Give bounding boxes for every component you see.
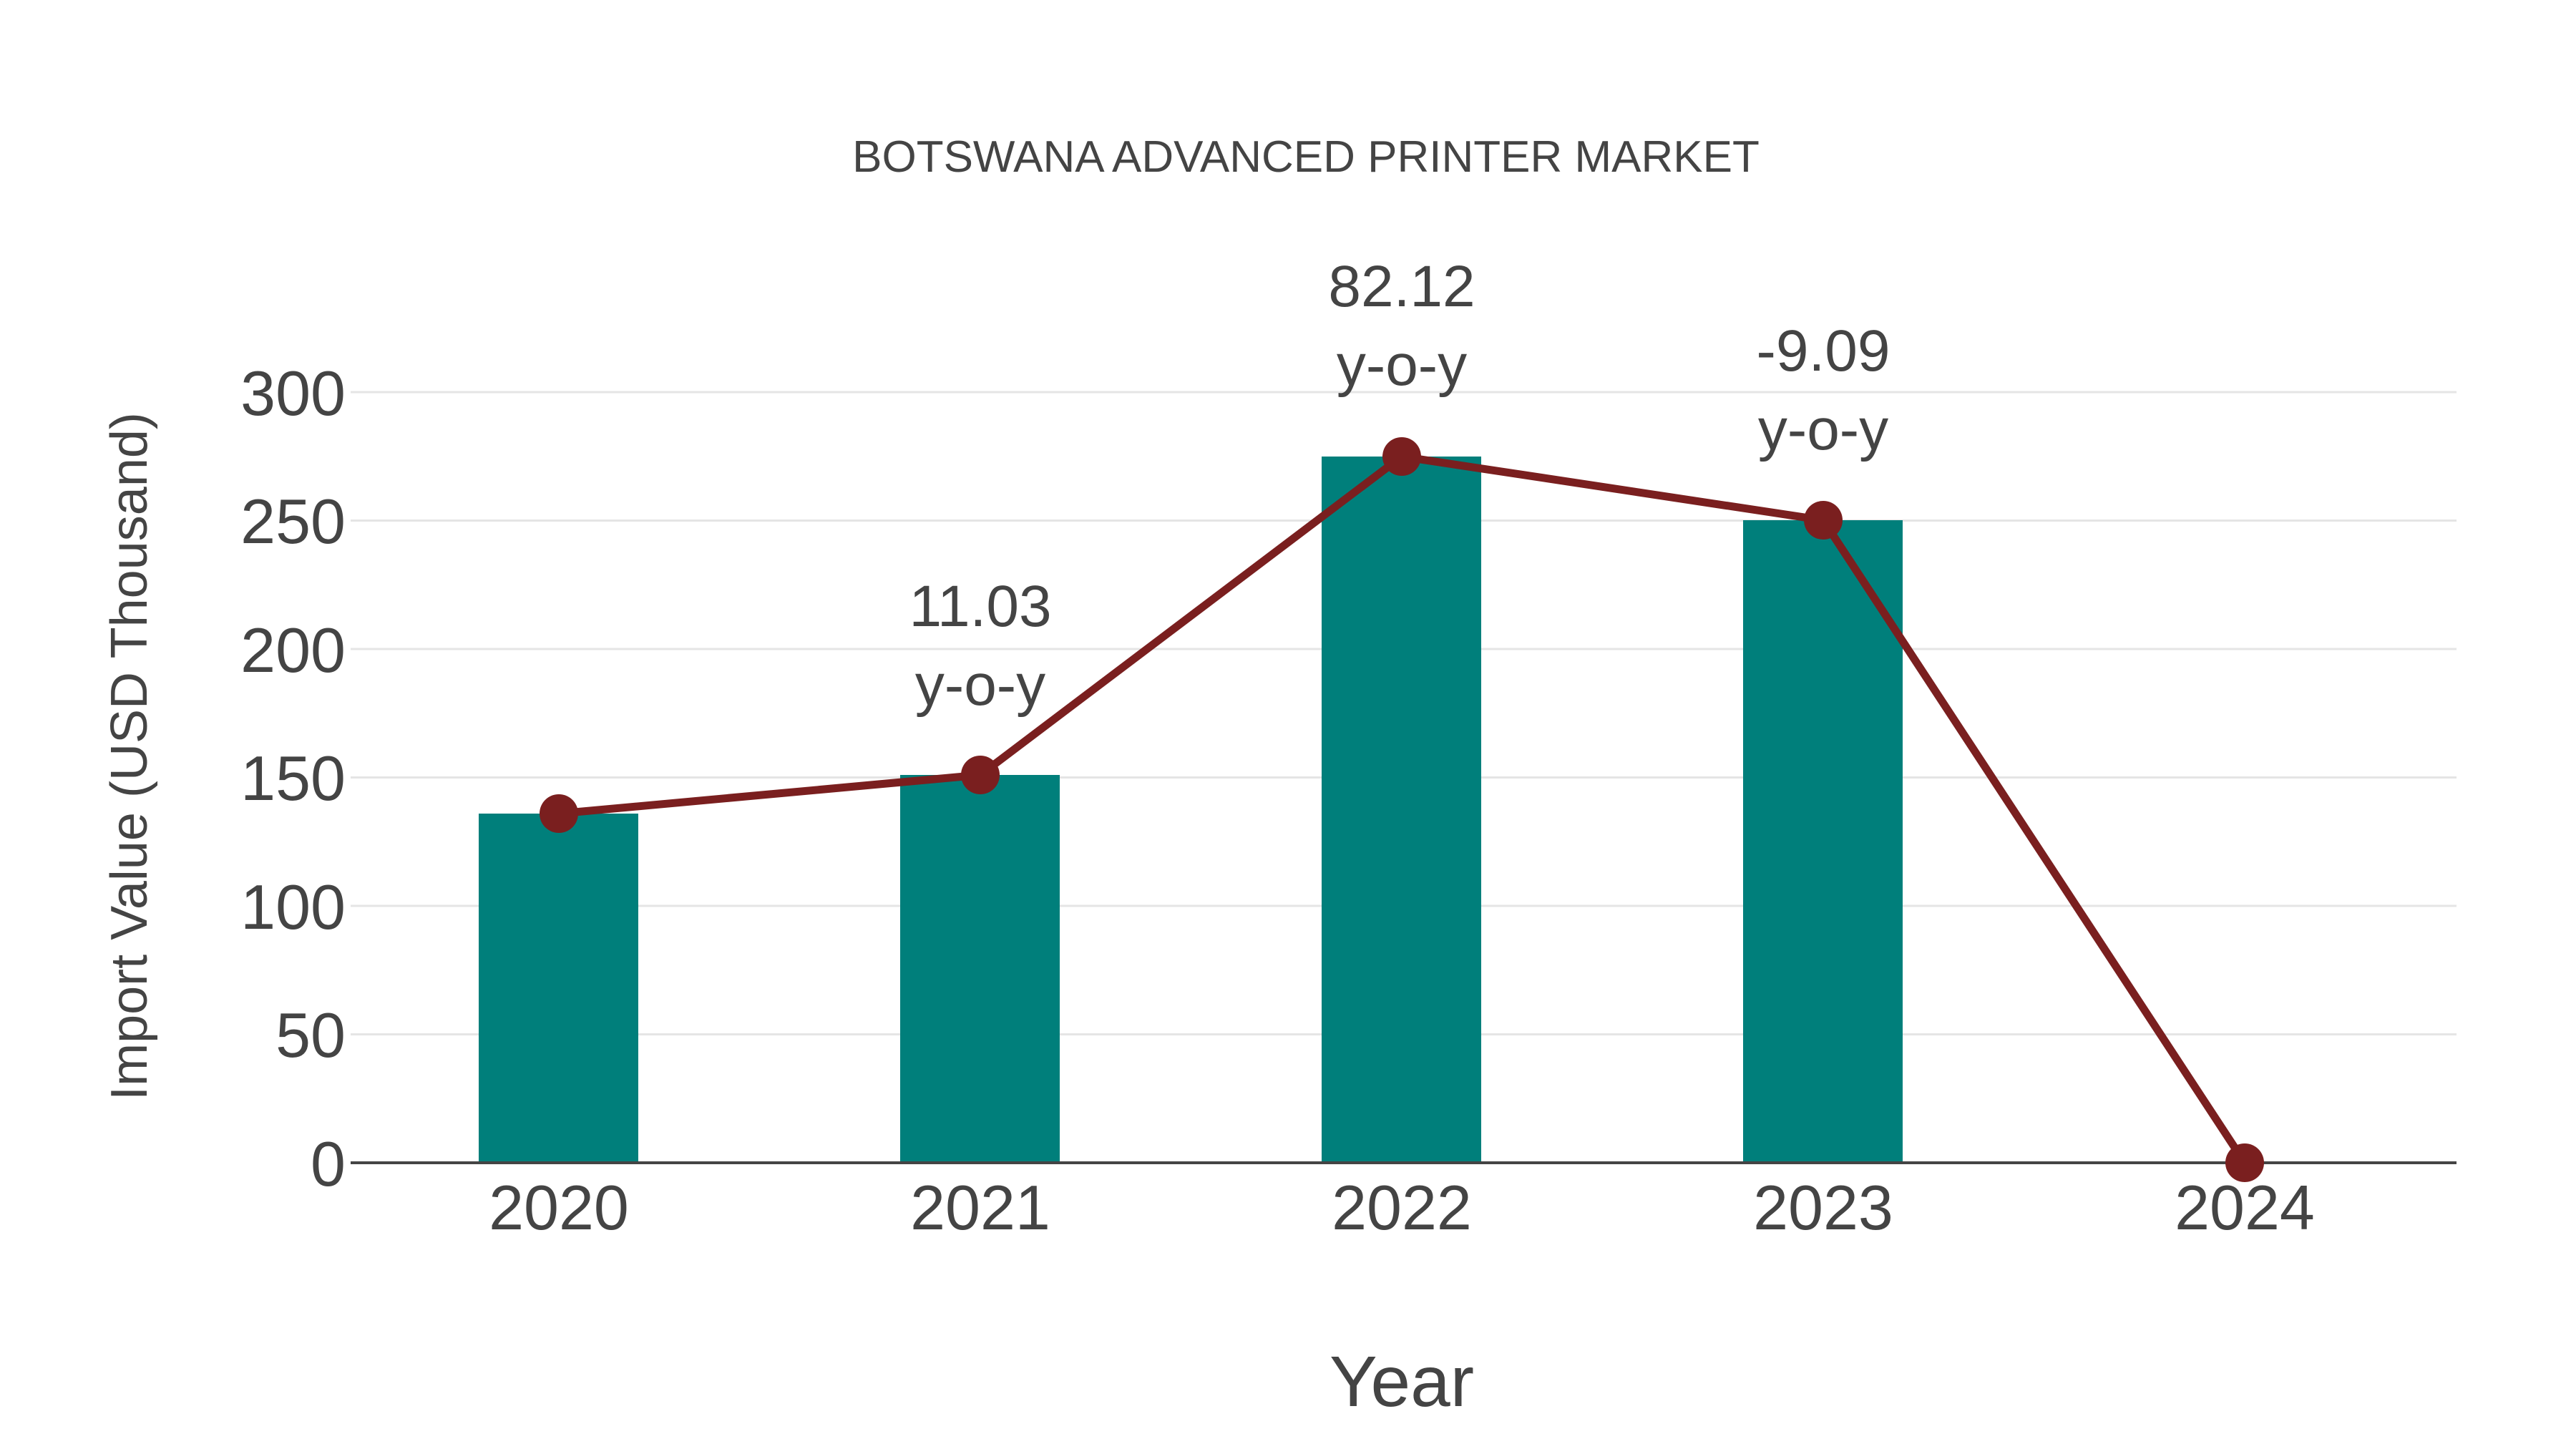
annotation-2023-value: -9.09 [1757, 318, 1890, 384]
annotation-2021-label: y-o-y [915, 653, 1045, 718]
trend-line [540, 437, 2264, 1182]
x-tick-2023: 2023 [1753, 1172, 1893, 1243]
bars [479, 457, 1903, 1163]
annotations: 11.03 y-o-y 82.12 y-o-y -9.09 y-o-y [909, 254, 1890, 718]
annotation-2022-label: y-o-y [1337, 333, 1467, 398]
x-axis-title: Year [1330, 1342, 1474, 1422]
bar-2023 [1743, 520, 1903, 1163]
y-tick-50: 50 [275, 1000, 346, 1070]
y-tick-150: 150 [240, 743, 346, 814]
annotation-2022-value: 82.12 [1328, 254, 1475, 319]
y-tick-250: 250 [240, 486, 346, 557]
y-tick-0: 0 [311, 1128, 346, 1199]
trend-marker-2020 [540, 794, 578, 833]
y-axis-title: Import Value (USD Thousand) [101, 412, 158, 1101]
bar-2021 [900, 775, 1060, 1163]
bar-2020 [479, 814, 638, 1163]
trend-marker-2021 [961, 756, 1000, 794]
chart-title: BOTSWANA ADVANCED PRINTER MARKET [852, 132, 1760, 182]
bar-2022 [1322, 457, 1481, 1163]
trend-marker-2023 [1804, 501, 1843, 540]
y-tick-300: 300 [240, 358, 346, 429]
annotation-2023-label: y-o-y [1758, 397, 1888, 462]
x-tick-2021: 2021 [910, 1172, 1050, 1243]
x-tick-2020: 2020 [489, 1172, 629, 1243]
trend-marker-2024 [2225, 1143, 2264, 1182]
annotation-2021-value: 11.03 [909, 574, 1051, 639]
y-tick-100: 100 [240, 872, 346, 942]
x-tick-2022: 2022 [1332, 1172, 1472, 1243]
trend-marker-2022 [1382, 437, 1421, 476]
y-axis: 300 250 200 150 100 50 0 [240, 358, 346, 1199]
x-axis: 2020 2021 2022 2023 2024 [489, 1172, 2315, 1243]
x-tick-2024: 2024 [2175, 1172, 2315, 1243]
y-tick-200: 200 [240, 615, 346, 686]
